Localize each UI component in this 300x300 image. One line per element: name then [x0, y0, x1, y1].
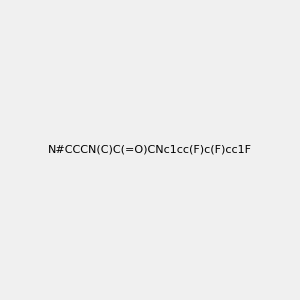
- Text: N#CCCN(C)C(=O)CNc1cc(F)c(F)cc1F: N#CCCN(C)C(=O)CNc1cc(F)c(F)cc1F: [48, 145, 252, 155]
